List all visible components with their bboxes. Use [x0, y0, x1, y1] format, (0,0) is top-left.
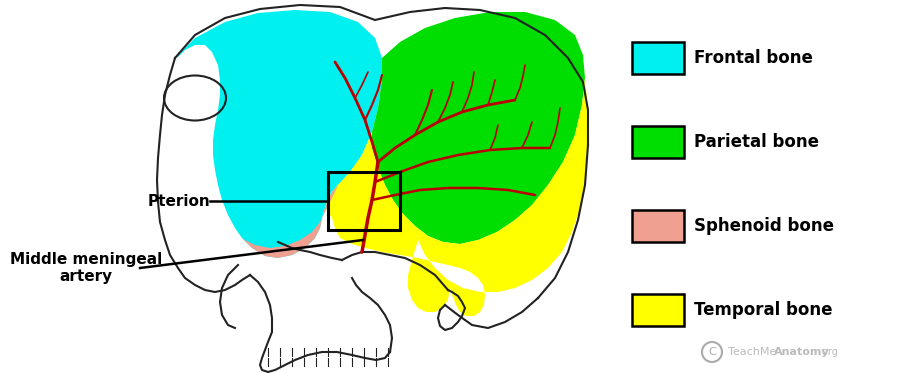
Polygon shape: [242, 185, 338, 258]
Bar: [328, 172, 400, 230]
Polygon shape: [372, 12, 585, 244]
Text: Pterion: Pterion: [148, 194, 211, 209]
Text: Temporal bone: Temporal bone: [694, 301, 832, 319]
Bar: [632, 126, 684, 158]
Bar: [632, 294, 684, 326]
Text: Parietal bone: Parietal bone: [694, 133, 819, 151]
Bar: [632, 42, 684, 74]
Text: .org: .org: [819, 347, 838, 357]
Text: C: C: [709, 347, 716, 357]
Polygon shape: [325, 78, 588, 316]
Text: Sphenoid bone: Sphenoid bone: [694, 217, 834, 235]
Text: Middle meningeal
artery: Middle meningeal artery: [10, 252, 163, 284]
Text: Anatomy: Anatomy: [774, 347, 830, 357]
Text: Frontal bone: Frontal bone: [694, 49, 813, 67]
Text: TeachMe: TeachMe: [728, 347, 777, 357]
Polygon shape: [175, 10, 382, 258]
Bar: [632, 210, 684, 242]
